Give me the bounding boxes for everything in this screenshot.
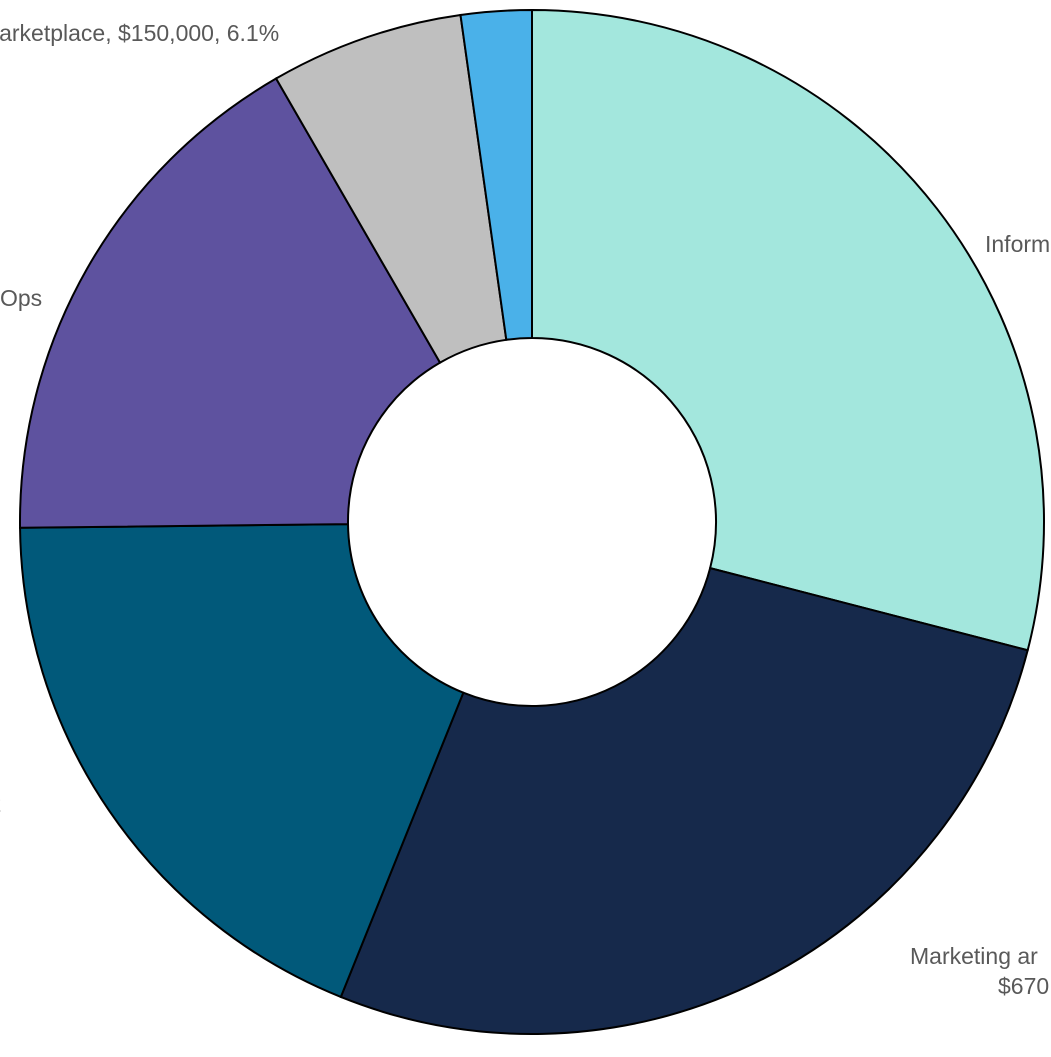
donut-slice-5 [459, 8, 533, 341]
slice-label-1-line-0: Marketing ar [910, 943, 1038, 969]
slice-label-1-line-1: $670 [998, 973, 1049, 999]
slice-label-3-line-0: Ops [0, 285, 42, 311]
slice-label-0-line-0: Inform [985, 231, 1050, 257]
donut-slice-0 [531, 8, 1045, 652]
donut-slice-1 [339, 566, 1029, 1035]
slice-label-4-line-0: larketplace, $150,000, 6.1% [0, 20, 279, 46]
slice-label-2-line-0: t [0, 791, 1, 817]
donut-slice-3 [19, 77, 442, 529]
donut-slice-2 [19, 523, 465, 999]
